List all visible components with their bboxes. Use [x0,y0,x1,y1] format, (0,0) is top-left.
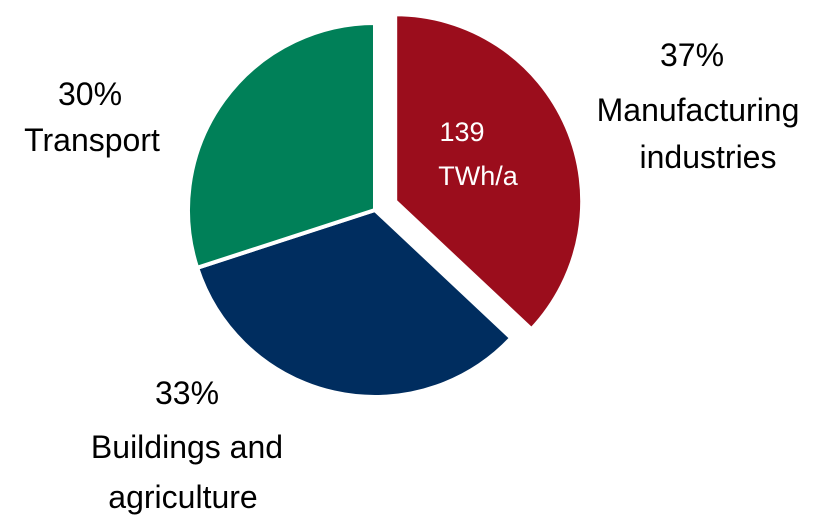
slice-label-manufacturing: 37% Manufacturing industries [597,37,800,175]
slice-label-buildings: 33% Buildings and agriculture [91,375,283,515]
total-label-value: 139 [439,117,484,147]
slice-name-transport: Transport [24,122,160,158]
pie-slice-transport [186,21,377,270]
pie-slices [186,12,585,399]
slice-name-manufacturing-line1: Manufacturing [597,92,800,128]
slice-label-transport: 30% Transport [24,76,160,158]
total-label-unit: TWh/a [438,161,518,191]
slice-percent-buildings: 33% [155,375,219,411]
slice-name-buildings-line1: Buildings and [91,429,283,465]
total-label: 139 TWh/a [438,117,518,191]
slice-name-buildings-line2: agriculture [108,479,257,515]
pie-slice-manufacturing-industries [393,12,585,332]
slice-percent-manufacturing: 37% [660,37,724,73]
slice-percent-transport: 30% [58,76,122,112]
pie-slice-buildings-and-agriculture [195,208,514,399]
slice-name-manufacturing-line2: industries [640,139,777,175]
